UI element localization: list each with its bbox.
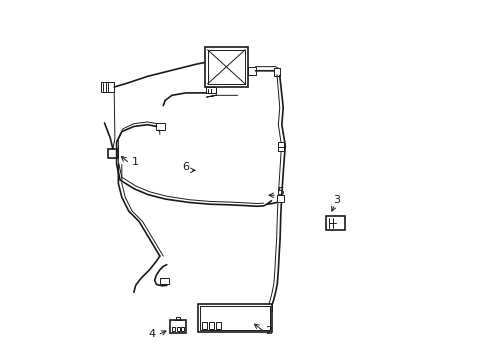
Bar (156, 123, 164, 130)
Bar (215, 322, 220, 329)
Bar (200, 306, 269, 330)
Text: 4: 4 (148, 329, 155, 339)
Bar (101, 82, 114, 92)
Bar (108, 149, 118, 158)
Bar (325, 216, 344, 230)
Bar (263, 305, 272, 311)
Bar (207, 50, 244, 84)
Bar (198, 304, 272, 332)
Bar (206, 87, 216, 93)
Bar (247, 67, 255, 75)
Bar (208, 322, 213, 329)
Text: 6: 6 (182, 162, 189, 172)
Bar (277, 142, 284, 150)
Text: 1: 1 (131, 157, 138, 167)
Bar (170, 320, 185, 333)
Text: 5: 5 (277, 187, 284, 197)
Bar (204, 47, 247, 87)
Bar (181, 327, 184, 331)
Bar (202, 322, 206, 329)
Text: 3: 3 (333, 195, 340, 205)
Bar (160, 278, 168, 284)
Bar (176, 327, 180, 331)
Bar (277, 195, 283, 202)
Bar (172, 327, 175, 331)
Bar (273, 68, 280, 76)
Text: 2: 2 (264, 326, 272, 336)
